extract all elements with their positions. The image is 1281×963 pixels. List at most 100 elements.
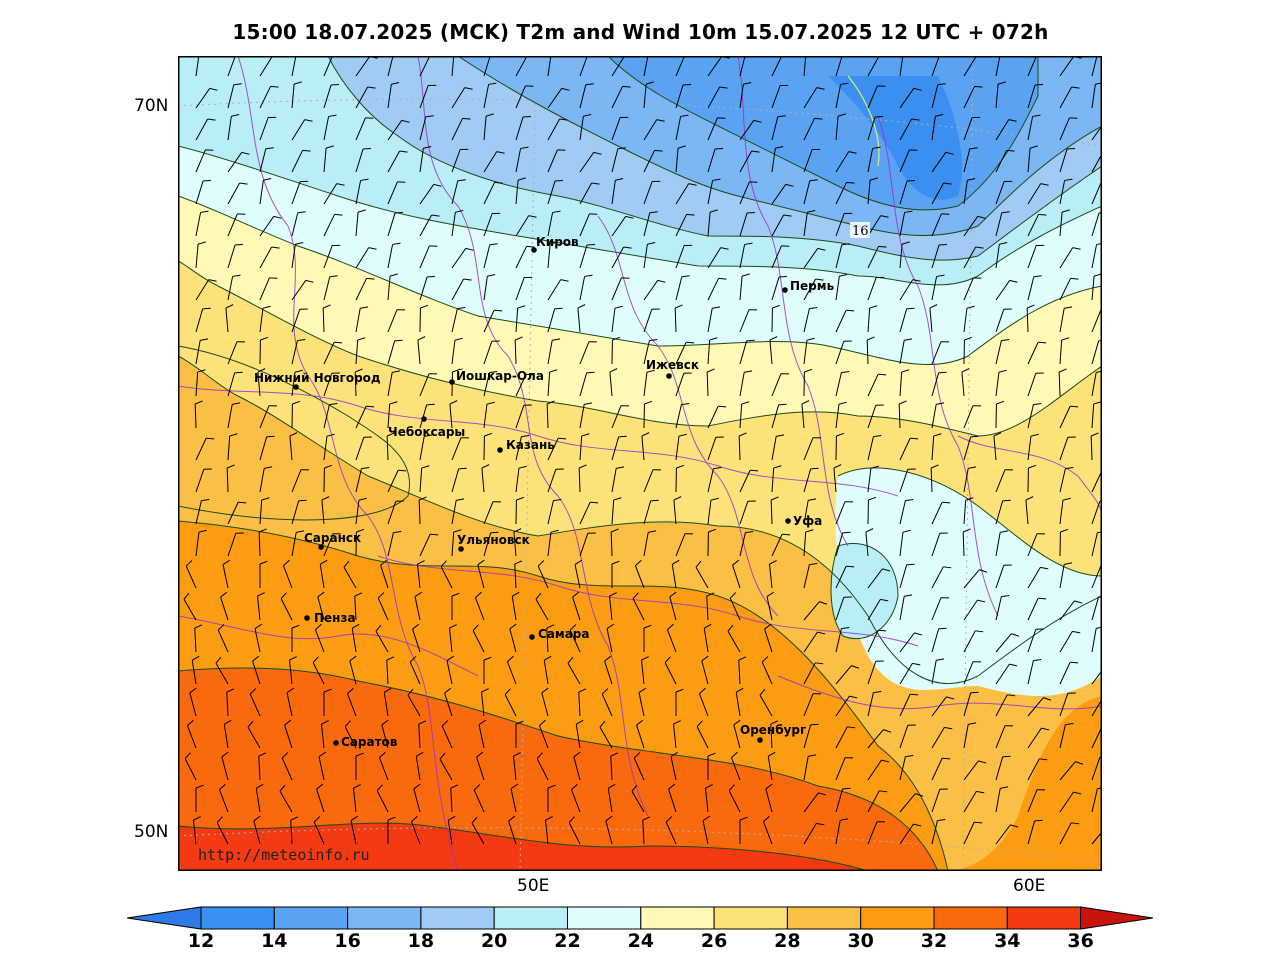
- wind-barb: [579, 274, 593, 301]
- wind-barb: [931, 726, 953, 749]
- wind-barb: [291, 180, 309, 205]
- wind-barb: [547, 241, 558, 269]
- wind-barb: [803, 278, 824, 301]
- wind-barb: [387, 242, 401, 269]
- wind-barb: [323, 183, 345, 205]
- wind-barb: [249, 688, 261, 717]
- city-marker[interactable]: Саранск: [304, 531, 361, 550]
- city-marker[interactable]: Казань: [497, 438, 555, 453]
- wind-barb: [1059, 692, 1076, 717]
- wind-barb: [508, 815, 517, 845]
- city-marker[interactable]: Оренбург: [740, 723, 806, 743]
- wind-barb: [1027, 819, 1043, 845]
- wind-barb: [730, 751, 741, 781]
- wind-barb: [254, 623, 263, 653]
- wind-barb: [666, 623, 677, 653]
- wind-barb: [931, 213, 950, 237]
- wind-barb: [899, 369, 910, 397]
- wind-barb: [707, 306, 721, 333]
- wind-barb: [579, 501, 599, 525]
- wind-barb: [767, 751, 776, 781]
- wind-barb: [611, 435, 627, 461]
- wind-barb: [675, 244, 693, 269]
- wind-barb: [258, 528, 267, 557]
- wind-barb: [835, 212, 853, 237]
- city-marker[interactable]: Саратов: [333, 735, 398, 749]
- colorbar-tick-label: 30: [847, 930, 874, 952]
- wind-barb: [547, 437, 567, 461]
- city-marker[interactable]: Ульяновск: [457, 533, 530, 552]
- colorbar-labels: 12 14 16 18 20 22 24 26 28 30 32 34 36: [0, 930, 1281, 956]
- wind-barb: [675, 433, 687, 461]
- wind-barb: [387, 81, 400, 109]
- wind-barb: [256, 592, 265, 621]
- wind-barb: [538, 719, 549, 749]
- wind-barb: [995, 400, 1005, 429]
- wind-barb: [1059, 86, 1080, 109]
- city-marker[interactable]: Киров: [531, 235, 579, 253]
- wind-barb: [579, 151, 602, 173]
- wind-barb: [674, 304, 683, 333]
- contour-label-16: 16: [850, 222, 870, 239]
- wind-barb: [257, 368, 266, 397]
- wind-barb: [675, 341, 695, 365]
- wind-barb: [291, 241, 304, 269]
- wind-barb: [1091, 565, 1102, 589]
- wind-barb: [451, 87, 473, 109]
- lat-label-70n: 70N: [134, 96, 169, 116]
- wind-barb: [707, 752, 716, 780]
- wind-barb: [961, 368, 970, 397]
- wind-barb: [1027, 84, 1044, 109]
- wind-barb: [352, 784, 361, 813]
- city-marker[interactable]: Чебоксары: [388, 416, 465, 439]
- wind-barb: [451, 307, 466, 333]
- wind-barb: [319, 559, 328, 589]
- city-marker[interactable]: Йошкар-Ола: [449, 368, 544, 385]
- wind-barb: [867, 146, 881, 173]
- wind-barb: [640, 656, 649, 685]
- temperature-map[interactable]: Киров Пермь Нижний Новгород Йошкар-Ола Ижевс…: [178, 56, 1102, 871]
- city-marker[interactable]: Пермь: [782, 279, 835, 293]
- wind-barb: [929, 304, 938, 333]
- wind-barb: [835, 665, 860, 685]
- wind-barb: [483, 531, 499, 557]
- wind-barb: [931, 182, 952, 205]
- wind-barb: [739, 181, 758, 205]
- city-marker[interactable]: Уфа: [785, 514, 822, 528]
- wind-barb: [643, 469, 661, 493]
- wind-barb: [963, 277, 982, 301]
- wind-barb: [835, 627, 850, 653]
- wind-barb: [771, 214, 792, 237]
- wind-barb: [771, 183, 794, 205]
- wind-barb: [963, 177, 976, 205]
- wind-barb: [387, 370, 401, 397]
- wind-barb: [546, 624, 555, 653]
- city-marker[interactable]: Ижевск: [646, 358, 699, 379]
- wind-barb: [835, 82, 849, 109]
- wind-barb: [195, 499, 210, 525]
- wind-barb: [835, 401, 847, 429]
- city-marker[interactable]: Самара: [529, 627, 590, 641]
- wind-barb: [1091, 698, 1102, 717]
- wind-barb: [579, 341, 597, 365]
- wind-barb: [931, 433, 942, 461]
- wind-barb: [410, 815, 421, 845]
- wind-barb: [803, 179, 818, 205]
- city-dot: [531, 247, 537, 253]
- isotherm-contour: [830, 542, 899, 640]
- wind-barb: [963, 760, 987, 781]
- map-frame: [178, 56, 1102, 871]
- wind-barb: [867, 496, 877, 525]
- colorbar-segment: [860, 906, 935, 930]
- city-marker[interactable]: Нижний Новгород: [254, 371, 381, 390]
- wind-barb: [867, 759, 890, 781]
- wind-barb: [387, 469, 407, 493]
- wind-barb: [355, 247, 377, 269]
- wind-barb: [1091, 726, 1102, 749]
- wind-barb: [323, 84, 340, 109]
- wind-barb: [759, 688, 773, 717]
- wind-barb: [995, 149, 1015, 173]
- wind-barb: [350, 815, 359, 845]
- admin-border: [417, 56, 649, 817]
- city-marker[interactable]: Пенза: [304, 611, 356, 625]
